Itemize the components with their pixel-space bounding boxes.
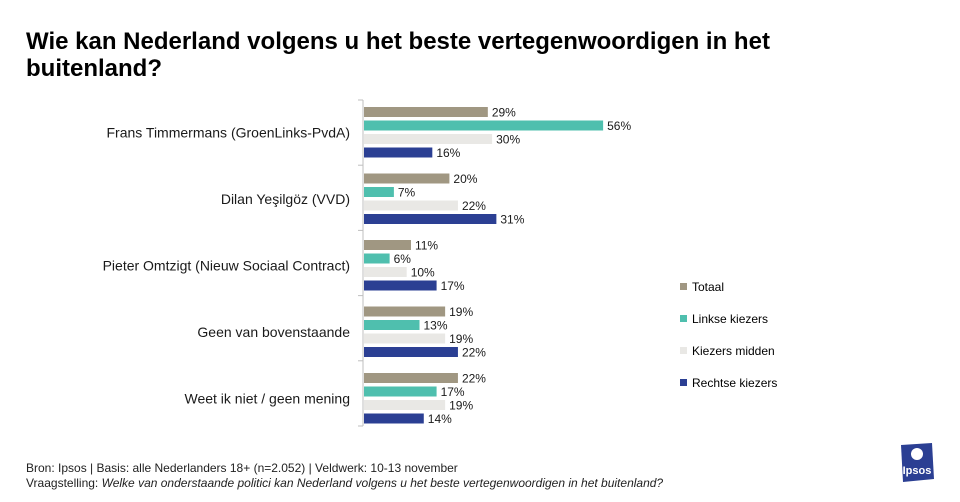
category-label: Weet ik niet / geen mening [184, 390, 350, 406]
bar [364, 240, 411, 250]
source-note: Bron: Ipsos | Basis: alle Nederlanders 1… [26, 461, 458, 475]
data-label: 13% [424, 319, 448, 333]
legend-swatch [680, 283, 687, 290]
bar [364, 400, 446, 410]
legend-label: Rechtse kiezers [692, 376, 778, 390]
data-label: 22% [462, 372, 486, 386]
data-label: 6% [394, 252, 412, 266]
bar [364, 253, 390, 264]
data-label: 22% [462, 199, 486, 213]
data-label: 17% [441, 279, 465, 293]
data-label: 20% [453, 172, 477, 186]
data-label: 19% [449, 305, 473, 319]
bar [364, 320, 420, 330]
data-label: 19% [449, 332, 473, 346]
data-label: 56% [607, 119, 631, 133]
bar [364, 147, 433, 158]
legend-label: Kiezers midden [692, 344, 775, 358]
logo-shape [901, 443, 934, 482]
data-label: 11% [415, 239, 438, 253]
bar [364, 280, 437, 291]
legend-item: Rechtse kiezers [680, 376, 777, 390]
data-label: 30% [496, 133, 520, 147]
legend-swatch [680, 379, 687, 386]
bar [364, 333, 446, 344]
legend-item: Kiezers midden [680, 344, 775, 358]
data-label: 17% [441, 385, 465, 399]
data-label: 31% [500, 213, 524, 227]
legend-label: Linkse kiezers [692, 312, 769, 326]
bar [364, 306, 446, 317]
logo-text: Ipsos [903, 465, 932, 477]
bar [364, 187, 394, 197]
bar [364, 386, 437, 397]
data-label: 19% [449, 399, 473, 413]
bar [364, 134, 493, 144]
question-label: Vraagstelling: [26, 476, 102, 490]
footer: Bron: Ipsos | Basis: alle Nederlanders 1… [26, 461, 663, 491]
question-note: Vraagstelling: Welke van onderstaande po… [26, 476, 663, 491]
ipsos-logo: Ipsos [895, 441, 937, 485]
bar [364, 120, 604, 131]
legend-swatch [680, 347, 687, 354]
category-label: Frans Timmermans (GroenLinks-PvdA) [106, 124, 350, 140]
bar [364, 267, 407, 277]
bar [364, 373, 458, 383]
legend-swatch [680, 315, 687, 322]
data-label: 29% [492, 106, 516, 120]
question-text: Welke van onderstaande politici kan Nede… [101, 476, 664, 490]
bar [364, 107, 488, 117]
data-label: 7% [398, 186, 416, 200]
category-label: Dilan Yeşilgöz (VVD) [221, 191, 350, 207]
logo-circle [911, 448, 923, 460]
legend-label: Totaal [692, 280, 725, 294]
bar [364, 200, 458, 211]
data-label: 10% [411, 266, 435, 280]
data-label: 22% [462, 346, 486, 360]
category-label: Geen van bovenstaande [197, 324, 350, 340]
data-label: 16% [436, 146, 460, 160]
bar [364, 413, 424, 424]
legend-item: Linkse kiezers [680, 312, 768, 326]
legend-item: Totaal [680, 280, 724, 294]
category-label: Pieter Omtzigt (Nieuw Sociaal Contract) [103, 257, 350, 273]
bar [364, 214, 497, 224]
bar [364, 173, 450, 184]
bar [364, 347, 458, 357]
chart-title: Wie kan Nederland volgens u het beste ve… [26, 28, 770, 82]
data-label: 14% [428, 412, 452, 426]
